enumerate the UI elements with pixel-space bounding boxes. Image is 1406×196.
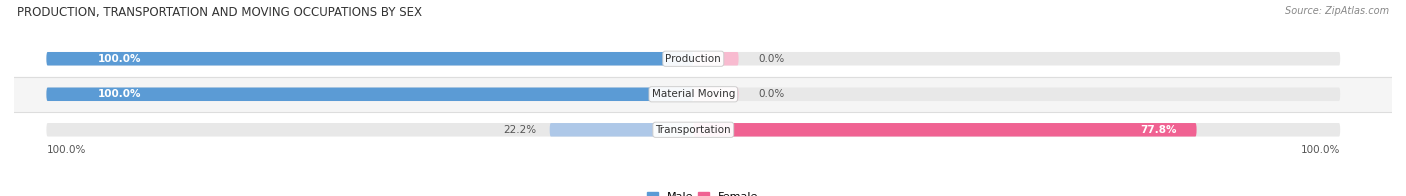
Text: Material Moving: Material Moving [651, 89, 735, 99]
FancyBboxPatch shape [46, 52, 693, 65]
FancyBboxPatch shape [550, 123, 693, 137]
FancyBboxPatch shape [46, 87, 693, 101]
Text: 100.0%: 100.0% [46, 145, 86, 155]
Text: PRODUCTION, TRANSPORTATION AND MOVING OCCUPATIONS BY SEX: PRODUCTION, TRANSPORTATION AND MOVING OC… [17, 6, 422, 19]
Text: Production: Production [665, 54, 721, 64]
FancyBboxPatch shape [693, 52, 738, 65]
FancyBboxPatch shape [693, 123, 1340, 137]
FancyBboxPatch shape [46, 123, 693, 137]
FancyBboxPatch shape [693, 87, 738, 101]
Legend: Male, Female: Male, Female [643, 187, 763, 196]
FancyBboxPatch shape [46, 52, 693, 65]
Text: Source: ZipAtlas.com: Source: ZipAtlas.com [1285, 6, 1389, 16]
FancyBboxPatch shape [693, 123, 1197, 137]
Bar [14, 112, 1392, 148]
Text: 100.0%: 100.0% [98, 54, 142, 64]
FancyBboxPatch shape [693, 52, 1340, 65]
Text: 22.2%: 22.2% [503, 125, 537, 135]
Text: 100.0%: 100.0% [1301, 145, 1340, 155]
Text: Transportation: Transportation [655, 125, 731, 135]
Text: 0.0%: 0.0% [758, 89, 785, 99]
Bar [14, 76, 1392, 112]
FancyBboxPatch shape [693, 87, 1340, 101]
FancyBboxPatch shape [46, 87, 693, 101]
Text: 0.0%: 0.0% [758, 54, 785, 64]
Bar [14, 41, 1392, 76]
Text: 77.8%: 77.8% [1140, 125, 1177, 135]
Text: 100.0%: 100.0% [98, 89, 142, 99]
